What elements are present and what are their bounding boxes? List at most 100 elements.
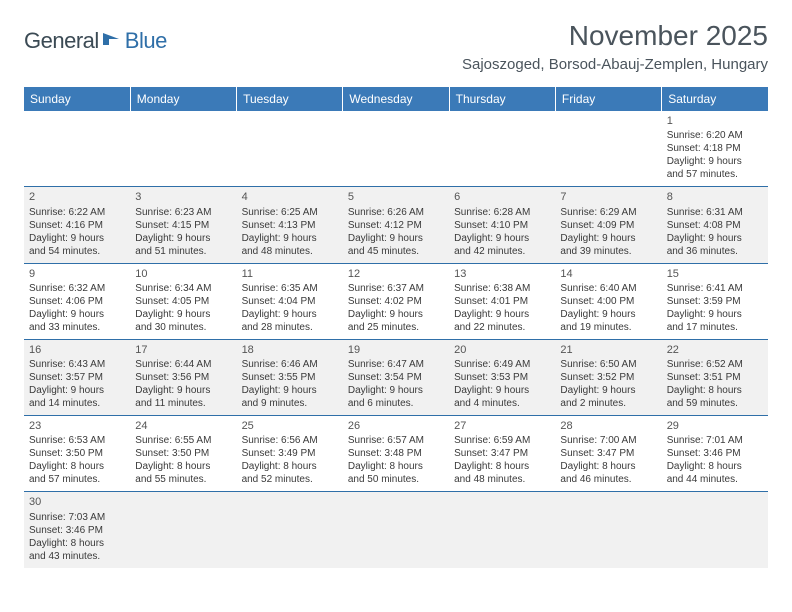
sunset-text: Sunset: 3:47 PM <box>454 447 550 460</box>
calendar-cell: 11Sunrise: 6:35 AMSunset: 4:04 PMDayligh… <box>237 263 343 339</box>
sunset-text: Sunset: 4:16 PM <box>29 219 125 232</box>
sunrise-text: Sunrise: 6:43 AM <box>29 358 125 371</box>
daylight-text: Daylight: 8 hours <box>29 460 125 473</box>
day-number: 30 <box>29 495 125 509</box>
calendar-week-row: 16Sunrise: 6:43 AMSunset: 3:57 PMDayligh… <box>24 339 768 415</box>
daylight-text: Daylight: 8 hours <box>667 460 763 473</box>
sunset-text: Sunset: 4:05 PM <box>135 295 231 308</box>
calendar-week-row: 2Sunrise: 6:22 AMSunset: 4:16 PMDaylight… <box>24 187 768 263</box>
sunrise-text: Sunrise: 6:46 AM <box>242 358 338 371</box>
day-number: 2 <box>29 190 125 204</box>
sunset-text: Sunset: 4:09 PM <box>560 219 656 232</box>
daylight-text: Daylight: 9 hours <box>135 384 231 397</box>
sunset-text: Sunset: 3:49 PM <box>242 447 338 460</box>
calendar-cell: 24Sunrise: 6:55 AMSunset: 3:50 PMDayligh… <box>130 416 236 492</box>
sunrise-text: Sunrise: 6:28 AM <box>454 206 550 219</box>
weekday-header: Sunday <box>24 87 130 111</box>
daylight-text: and 52 minutes. <box>242 473 338 486</box>
day-number: 12 <box>348 267 444 281</box>
sunset-text: Sunset: 3:50 PM <box>29 447 125 460</box>
daylight-text: Daylight: 8 hours <box>242 460 338 473</box>
daylight-text: Daylight: 9 hours <box>242 232 338 245</box>
calendar-cell <box>24 111 130 187</box>
sunrise-text: Sunrise: 6:31 AM <box>667 206 763 219</box>
calendar-cell: 28Sunrise: 7:00 AMSunset: 3:47 PMDayligh… <box>555 416 661 492</box>
day-number: 15 <box>667 267 763 281</box>
calendar-cell: 1Sunrise: 6:20 AMSunset: 4:18 PMDaylight… <box>662 111 768 187</box>
daylight-text: Daylight: 9 hours <box>242 384 338 397</box>
sunrise-text: Sunrise: 7:03 AM <box>29 511 125 524</box>
day-number: 26 <box>348 419 444 433</box>
calendar-cell: 17Sunrise: 6:44 AMSunset: 3:56 PMDayligh… <box>130 339 236 415</box>
sunrise-text: Sunrise: 6:44 AM <box>135 358 231 371</box>
sunrise-text: Sunrise: 6:52 AM <box>667 358 763 371</box>
daylight-text: and 57 minutes. <box>667 168 763 181</box>
daylight-text: and 4 minutes. <box>454 397 550 410</box>
daylight-text: Daylight: 9 hours <box>29 232 125 245</box>
page-title: November 2025 <box>462 20 768 52</box>
calendar-cell <box>555 492 661 568</box>
sunset-text: Sunset: 3:47 PM <box>560 447 656 460</box>
sunset-text: Sunset: 3:55 PM <box>242 371 338 384</box>
daylight-text: Daylight: 8 hours <box>135 460 231 473</box>
day-number: 8 <box>667 190 763 204</box>
daylight-text: and 36 minutes. <box>667 245 763 258</box>
daylight-text: and 25 minutes. <box>348 321 444 334</box>
weekday-header: Friday <box>555 87 661 111</box>
calendar-cell: 20Sunrise: 6:49 AMSunset: 3:53 PMDayligh… <box>449 339 555 415</box>
daylight-text: and 50 minutes. <box>348 473 444 486</box>
sunset-text: Sunset: 3:54 PM <box>348 371 444 384</box>
sunrise-text: Sunrise: 6:32 AM <box>29 282 125 295</box>
day-number: 9 <box>29 267 125 281</box>
sunrise-text: Sunrise: 6:29 AM <box>560 206 656 219</box>
sunrise-text: Sunrise: 6:49 AM <box>454 358 550 371</box>
sunrise-text: Sunrise: 6:55 AM <box>135 434 231 447</box>
sunrise-text: Sunrise: 6:25 AM <box>242 206 338 219</box>
sunrise-text: Sunrise: 6:57 AM <box>348 434 444 447</box>
daylight-text: Daylight: 8 hours <box>560 460 656 473</box>
logo: General Blue <box>24 20 167 54</box>
weekday-header-row: Sunday Monday Tuesday Wednesday Thursday… <box>24 87 768 111</box>
calendar-cell: 12Sunrise: 6:37 AMSunset: 4:02 PMDayligh… <box>343 263 449 339</box>
calendar-cell: 10Sunrise: 6:34 AMSunset: 4:05 PMDayligh… <box>130 263 236 339</box>
daylight-text: and 48 minutes. <box>242 245 338 258</box>
daylight-text: Daylight: 9 hours <box>348 232 444 245</box>
sunset-text: Sunset: 3:56 PM <box>135 371 231 384</box>
day-number: 17 <box>135 343 231 357</box>
header: General Blue November 2025 Sajoszoged, B… <box>0 0 792 79</box>
calendar-cell: 4Sunrise: 6:25 AMSunset: 4:13 PMDaylight… <box>237 187 343 263</box>
daylight-text: Daylight: 8 hours <box>29 537 125 550</box>
daylight-text: and 51 minutes. <box>135 245 231 258</box>
daylight-text: Daylight: 9 hours <box>560 232 656 245</box>
calendar-cell: 5Sunrise: 6:26 AMSunset: 4:12 PMDaylight… <box>343 187 449 263</box>
day-number: 16 <box>29 343 125 357</box>
daylight-text: and 57 minutes. <box>29 473 125 486</box>
daylight-text: Daylight: 9 hours <box>667 232 763 245</box>
sunrise-text: Sunrise: 6:20 AM <box>667 129 763 142</box>
daylight-text: and 11 minutes. <box>135 397 231 410</box>
day-number: 14 <box>560 267 656 281</box>
daylight-text: and 2 minutes. <box>560 397 656 410</box>
calendar-cell <box>237 111 343 187</box>
logo-flag-icon <box>103 31 123 52</box>
sunset-text: Sunset: 4:02 PM <box>348 295 444 308</box>
sunrise-text: Sunrise: 6:50 AM <box>560 358 656 371</box>
day-number: 25 <box>242 419 338 433</box>
daylight-text: and 42 minutes. <box>454 245 550 258</box>
calendar-cell: 3Sunrise: 6:23 AMSunset: 4:15 PMDaylight… <box>130 187 236 263</box>
daylight-text: Daylight: 9 hours <box>454 308 550 321</box>
weekday-header: Thursday <box>449 87 555 111</box>
daylight-text: Daylight: 9 hours <box>29 384 125 397</box>
daylight-text: Daylight: 9 hours <box>135 308 231 321</box>
day-number: 29 <box>667 419 763 433</box>
day-number: 5 <box>348 190 444 204</box>
calendar-table: Sunday Monday Tuesday Wednesday Thursday… <box>24 87 768 568</box>
sunrise-text: Sunrise: 6:41 AM <box>667 282 763 295</box>
calendar-cell: 29Sunrise: 7:01 AMSunset: 3:46 PMDayligh… <box>662 416 768 492</box>
sunset-text: Sunset: 3:46 PM <box>29 524 125 537</box>
sunset-text: Sunset: 4:00 PM <box>560 295 656 308</box>
daylight-text: Daylight: 9 hours <box>242 308 338 321</box>
daylight-text: and 45 minutes. <box>348 245 444 258</box>
calendar-week-row: 30 Sunrise: 7:03 AMSunset: 3:46 PMDayligh… <box>24 492 768 568</box>
daylight-text: Daylight: 9 hours <box>667 155 763 168</box>
